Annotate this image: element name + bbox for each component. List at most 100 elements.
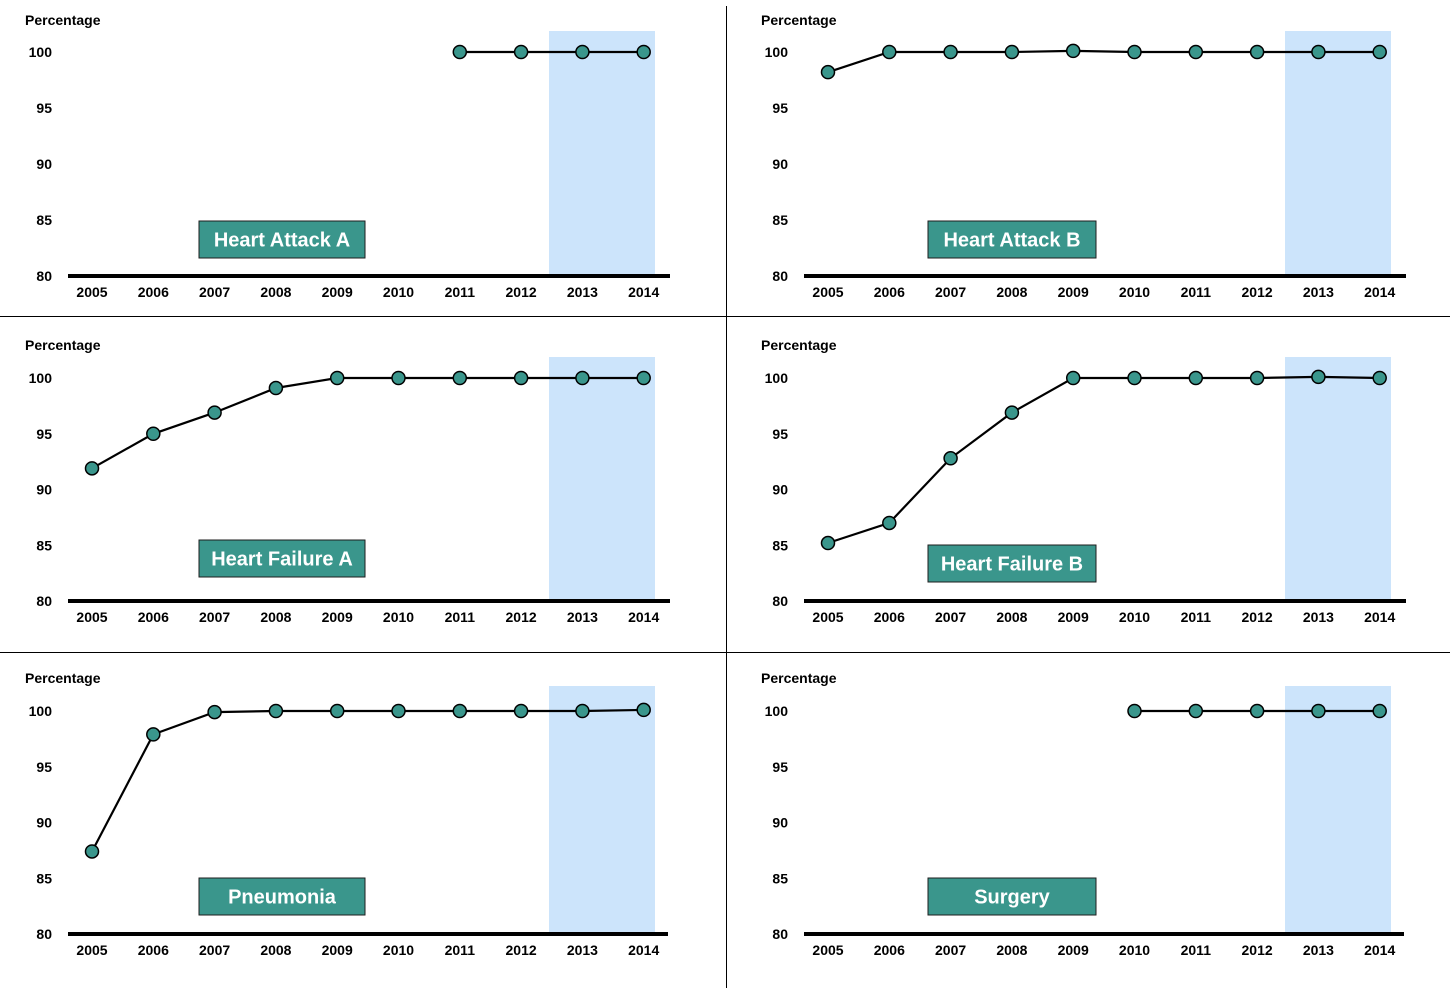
chart-title: Heart Attack B <box>943 230 1080 252</box>
x-tick-label: 2011 <box>445 942 476 958</box>
chart-title: Heart Failure A <box>211 549 353 571</box>
y-tick-label: 80 <box>36 593 52 609</box>
data-point <box>1311 44 1326 60</box>
chart-title: Heart Attack A <box>214 230 350 252</box>
x-tick-label: 2012 <box>506 284 537 300</box>
data-point <box>1372 44 1387 60</box>
y-tick-label: 100 <box>765 370 789 386</box>
series-line <box>827 375 1380 545</box>
highlight-band <box>1285 357 1391 601</box>
panel-pneumonia: Percentage 80 85 90 95 100 2005 2006 2007 2008 200… <box>0 660 714 976</box>
data-point <box>452 44 468 60</box>
x-tick-label: 2014 <box>1364 609 1395 625</box>
y-tick-label: 85 <box>772 537 788 553</box>
data-point <box>1249 44 1265 60</box>
data-point <box>268 380 284 396</box>
x-tick-label: 2005 <box>812 609 843 625</box>
x-tick-label: 2007 <box>935 942 966 958</box>
highlight-band <box>1285 686 1391 934</box>
x-tick-label: 2006 <box>874 609 905 625</box>
x-tick-label: 2012 <box>1242 942 1273 958</box>
horizontal-divider-top <box>0 316 1450 317</box>
data-point <box>84 844 100 859</box>
data-point <box>943 44 958 60</box>
y-tick-label: 90 <box>772 815 788 831</box>
x-tick-label: 2012 <box>1242 609 1273 625</box>
y-tick-label: 95 <box>772 100 788 116</box>
x-tick-label: 2014 <box>1364 942 1395 958</box>
x-tick-label: 2014 <box>628 284 659 300</box>
y-axis-label: Percentage <box>761 670 837 686</box>
data-point <box>513 44 529 60</box>
badge-background <box>198 220 366 259</box>
data-point <box>1065 43 1081 59</box>
data-point <box>1004 44 1020 60</box>
chart-title-badge: Heart Failure B <box>927 544 1097 583</box>
x-tick-label: 2006 <box>874 942 905 958</box>
chart-title-badge: Heart Failure A <box>198 539 366 578</box>
x-tick-label: 2008 <box>260 609 291 625</box>
x-tick-label: 2010 <box>1119 942 1150 958</box>
badge-background <box>198 539 366 578</box>
data-point <box>820 64 836 80</box>
data-point <box>1127 370 1142 386</box>
chart-svg-pneumonia: Percentage 80 85 90 95 100 2005 2006 2007 2008 200… <box>25 670 668 958</box>
data-point <box>882 44 897 60</box>
x-tick-label: 2012 <box>506 609 537 625</box>
data-point <box>207 405 222 420</box>
y-tick-label: 95 <box>772 759 788 775</box>
x-tick-label: 2005 <box>76 942 107 958</box>
y-tick-label: 90 <box>772 482 788 498</box>
x-tick-label: 2008 <box>996 609 1027 625</box>
chart-svg-heart-attack-b: Percentage 80 85 90 95 100 2005 2006 2007 2008 200… <box>761 12 1406 300</box>
data-point <box>452 703 468 719</box>
y-axis-label: Percentage <box>25 670 101 686</box>
data-point <box>636 44 651 60</box>
y-tick-label: 80 <box>772 268 788 284</box>
series-line <box>91 708 644 853</box>
x-tick-label: 2008 <box>260 284 291 300</box>
x-tick-label: 2009 <box>1058 609 1089 625</box>
panel-heart-attack-a: Percentage 80 85 90 95 100 2005 2006 2007 2008 200… <box>0 0 714 316</box>
x-tick-label: 2005 <box>812 284 843 300</box>
data-point <box>1127 703 1142 719</box>
chart-svg-heart-failure-a: Percentage 80 85 90 95 100 2005 2006 2007 2008 200… <box>25 337 670 625</box>
x-tick-label: 2007 <box>935 609 966 625</box>
x-tick-label: 2014 <box>628 609 659 625</box>
y-axis-label: Percentage <box>761 337 837 353</box>
chart-title: Surgery <box>974 887 1050 909</box>
x-tick-label: 2005 <box>812 942 843 958</box>
chart-title-badge: Surgery <box>927 877 1097 916</box>
data-point <box>820 535 836 551</box>
series-line <box>827 49 1380 74</box>
y-tick-label: 95 <box>772 426 788 442</box>
y-axis-label: Percentage <box>761 12 837 28</box>
x-tick-label: 2013 <box>1303 609 1334 625</box>
x-tick-label: 2009 <box>322 942 353 958</box>
chart-svg-surgery: Percentage 80 85 90 95 100 2005 2006 2007 2008 200… <box>761 670 1404 958</box>
x-tick-label: 2014 <box>1364 284 1395 300</box>
data-point <box>636 370 651 386</box>
data-point <box>575 703 590 719</box>
x-tick-label: 2010 <box>383 609 414 625</box>
y-tick-label: 85 <box>772 212 788 228</box>
x-tick-label: 2010 <box>1119 284 1150 300</box>
data-point <box>513 703 529 719</box>
data-point <box>1004 405 1020 420</box>
x-tick-label: 2010 <box>383 942 414 958</box>
chart-title-badge: Heart Attack B <box>927 220 1097 259</box>
data-point <box>1127 44 1142 60</box>
data-point <box>1311 703 1326 719</box>
x-tick-label: 2011 <box>445 609 476 625</box>
data-point <box>452 370 468 386</box>
x-tick-label: 2010 <box>1119 609 1150 625</box>
data-point <box>268 703 284 719</box>
x-tick-label: 2012 <box>1242 284 1273 300</box>
x-tick-label: 2005 <box>76 284 107 300</box>
data-point <box>329 703 345 719</box>
x-tick-label: 2008 <box>260 942 291 958</box>
y-axis-label: Percentage <box>25 337 101 353</box>
x-tick-label: 2013 <box>1303 284 1334 300</box>
data-point <box>1065 370 1081 386</box>
x-tick-label: 2006 <box>874 284 905 300</box>
